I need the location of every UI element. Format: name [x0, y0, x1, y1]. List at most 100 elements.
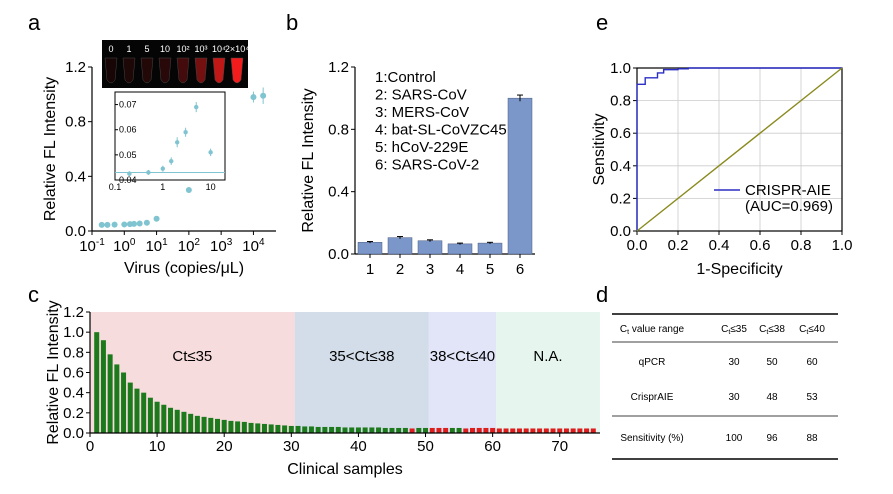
y-tick-label: 0.0	[610, 223, 631, 240]
positive-bar	[416, 427, 422, 433]
y-tick-label: 0.4	[610, 158, 631, 175]
table-cell: 88	[806, 433, 818, 444]
tube-label: 10	[160, 44, 170, 54]
x-tick-label: 100	[113, 237, 136, 255]
inset-y-tick-label: 0.04	[119, 175, 137, 185]
bar	[477, 242, 503, 255]
table-header-cell: Ct≤40	[799, 324, 825, 336]
positive-bar	[94, 332, 100, 433]
inset-y-tick-label: 0.05	[119, 150, 137, 160]
positive-bar	[228, 420, 234, 433]
table-header-cell: Ct≤38	[759, 324, 785, 336]
positive-bar	[201, 416, 207, 433]
panel-label-d: d	[596, 282, 608, 307]
table-cell: CrisprAIE	[631, 392, 674, 403]
negative-bar	[516, 428, 522, 433]
negative-bar	[590, 428, 596, 433]
table-cell: 50	[766, 357, 778, 368]
tube	[158, 57, 172, 84]
positive-bar	[235, 421, 241, 433]
positive-bar	[342, 427, 348, 433]
y-tick-label: 0.0	[328, 246, 349, 263]
positive-bar	[154, 401, 160, 433]
bar	[387, 237, 413, 255]
positive-bar	[168, 407, 174, 433]
positive-bar	[208, 417, 214, 433]
data-point	[121, 221, 128, 228]
x-tick-label: 104	[242, 237, 265, 255]
data-point	[153, 215, 160, 222]
negative-bar	[563, 428, 569, 433]
panel-b-chart: 0.0 0.4 0.8 1.2 Relative FL Intensity 1 2 3 4 5 6 1…	[300, 59, 535, 278]
data-point	[250, 94, 257, 101]
legend-entry: 5: hCoV-229E	[375, 139, 468, 156]
negative-bar	[409, 428, 415, 433]
x-tick-label: 1.0	[832, 237, 853, 254]
negative-bar	[443, 427, 449, 433]
positive-bar	[181, 411, 187, 433]
region-band	[495, 312, 600, 433]
y-tick-label: 0.4	[65, 168, 86, 185]
positive-bar	[255, 423, 261, 433]
inset-frame	[114, 91, 226, 181]
inset-data-point	[127, 171, 132, 176]
x-tick-label: 0	[86, 438, 94, 455]
data-point	[104, 221, 111, 228]
x-tick-label: 0.2	[668, 237, 689, 254]
negative-bar	[503, 428, 509, 433]
y-tick-label: 1.2	[65, 59, 86, 76]
inset-x-tick-label: 10	[206, 182, 216, 192]
negative-bar	[429, 427, 435, 433]
x-tick-label: 4	[456, 261, 464, 278]
positive-bar	[248, 422, 254, 433]
inset-y-tick-label: 0.06	[119, 125, 137, 135]
table-header-cell: Ct≤35	[721, 324, 747, 336]
reference-line	[636, 67, 843, 232]
table-cell: 53	[806, 392, 818, 403]
legend-entry: CRISPR-AIE	[745, 182, 831, 199]
y-tick-label: 1.0	[610, 60, 631, 77]
x-tick-label: 20	[216, 438, 233, 455]
y-tick-label: 0.4	[63, 385, 84, 402]
x-tick-label: 30	[283, 438, 300, 455]
inset-data-point	[169, 158, 174, 164]
table-cell: 48	[766, 392, 778, 403]
x-tick-label: 103	[210, 237, 233, 255]
negative-bar	[476, 427, 482, 433]
y-tick-label: 0.6	[63, 365, 84, 382]
table-header-cell: Ct value range	[620, 324, 685, 336]
positive-bar	[329, 426, 335, 433]
inset-data-point	[160, 166, 166, 171]
legend-note: (AUC=0.969)	[745, 198, 833, 215]
legend-entry: 4: bat-SL-CoVZC45	[375, 122, 507, 139]
positive-bar	[288, 425, 294, 433]
positive-bar	[322, 426, 328, 433]
positive-bar	[194, 415, 200, 433]
inset-data-point	[183, 130, 188, 135]
x-axis-title: 1-Specificity	[696, 261, 782, 278]
positive-bar	[355, 427, 361, 433]
inset-x-tick-label: 1	[160, 182, 165, 192]
y-tick-label: 0.6	[610, 125, 631, 142]
positive-bar	[161, 404, 167, 433]
table-cell: Sensitivity (%)	[620, 433, 683, 444]
negative-bar	[530, 428, 536, 433]
x-tick-label: 10	[149, 438, 166, 455]
bar	[447, 243, 473, 255]
positive-bar	[449, 427, 455, 433]
positive-bar	[174, 409, 180, 433]
negative-bar	[543, 428, 549, 433]
legend-entry: 3: MERS-CoV	[375, 104, 469, 121]
data-point	[143, 219, 150, 226]
positive-bar	[127, 382, 133, 433]
tube-label: 0	[108, 44, 113, 54]
negative-bar	[490, 427, 496, 433]
y-tick-label: 1.2	[328, 59, 349, 76]
y-axis-title: Relative FL Intensity	[300, 88, 317, 232]
y-tick-label: 0.2	[610, 190, 631, 207]
y-tick-label: 1.2	[63, 304, 84, 321]
data-point	[111, 221, 118, 228]
tube-label: 10³	[194, 44, 207, 54]
